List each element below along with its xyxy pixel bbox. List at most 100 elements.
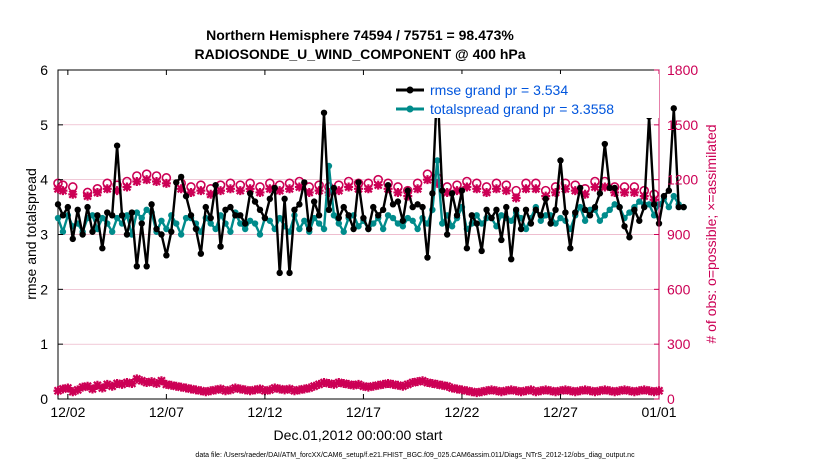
series-point-0-79 (443, 231, 451, 238)
obs-assimilated-point-95 (521, 386, 531, 396)
series-point-1-53 (315, 220, 323, 227)
series-point-0-95 (522, 206, 530, 214)
obs-assimilated-point-97 (531, 184, 541, 194)
obs-assimilated-point-31 (206, 189, 216, 199)
series-point-0-108 (586, 212, 594, 219)
obs-assimilated-point-87 (482, 187, 492, 197)
series-point-0-88 (488, 214, 495, 222)
series-point-0-17 (138, 220, 145, 227)
series-point-0-14 (123, 231, 131, 238)
obs-assimilated-point-67 (383, 378, 393, 388)
obs-assimilated-point-114 (615, 386, 625, 396)
obs-assimilated-point-6 (83, 191, 93, 201)
series-point-0-28 (192, 225, 200, 233)
series-point-1-49 (296, 225, 303, 233)
series-point-0-11 (108, 212, 116, 219)
series-point-0-0 (54, 201, 62, 208)
series-point-1-1 (59, 228, 67, 235)
obs-assimilated-point-30 (201, 387, 211, 397)
right-y-axis-label: # of obs: o=possible; ×=assimilated (703, 124, 719, 343)
series-point-0-101 (552, 206, 559, 214)
series-point-0-117 (631, 206, 638, 214)
obs-assimilated-point-0 (53, 184, 63, 194)
series-point-1-102 (557, 214, 564, 222)
chart-title-line2: RADIOSONDE_U_WIND_COMPONENT @ 400 hPa (194, 46, 525, 62)
obs-assimilated-point-12 (112, 186, 122, 196)
obs-assimilated-point-81 (452, 384, 462, 394)
series-point-0-48 (291, 206, 298, 214)
obs-assimilated-point-8 (92, 380, 102, 390)
series-point-0-8 (94, 212, 101, 219)
legend-rmse-label: rmse grand pr = 3.534 (430, 82, 568, 98)
series-point-1-110 (596, 217, 604, 224)
obs-assimilated-point-33 (216, 186, 226, 196)
obs-assimilated-point-32 (211, 385, 221, 395)
chart-title-line1: Northern Hemisphere 74594 / 75751 = 98.4… (206, 27, 514, 43)
series-point-1-14 (123, 212, 131, 219)
x-axis-ticks: 12/02 12/07 12/12 12/17 12/22 12/27 01/01 (50, 70, 677, 420)
obs-assimilated-point-109 (590, 182, 600, 192)
series-point-0-9 (99, 245, 106, 252)
series-point-1-11 (108, 228, 116, 235)
obs-assimilated-point-45 (275, 384, 285, 394)
series-point-1-116 (626, 209, 633, 216)
obs-assimilated-point-82 (457, 385, 467, 395)
series-point-0-126 (675, 203, 682, 211)
series-point-1-78 (439, 220, 446, 227)
series-point-1-71 (404, 214, 411, 222)
obs-assimilated-point-100 (546, 386, 556, 396)
series-point-1-21 (158, 217, 165, 224)
series-point-1-80 (448, 223, 456, 230)
obs-assimilated-point-97 (531, 387, 541, 397)
obs-assimilated-point-107 (580, 385, 590, 395)
obs-assimilated-point-59 (344, 182, 354, 192)
obs-assimilated-point-10 (102, 379, 112, 389)
series-point-0-36 (232, 212, 239, 219)
obs-assimilated-point-47 (285, 384, 295, 394)
obs-assimilated-point-83 (462, 182, 472, 192)
series-point-0-68 (389, 201, 397, 208)
obs-assimilated-point-78 (437, 380, 447, 390)
obs-assimilated-point-35 (225, 385, 235, 395)
series-point-0-59 (345, 212, 352, 219)
obs-assimilated-point-90 (496, 387, 506, 397)
obs-assimilated-point-11 (107, 381, 117, 391)
obs-assimilated-point-14 (122, 182, 132, 192)
series-point-0-15 (128, 209, 136, 216)
obs-assimilated-point-37 (235, 186, 245, 196)
obs-assimilated-point-29 (196, 186, 206, 196)
series-point-0-50 (301, 179, 308, 186)
obs-assimilated-point-43 (265, 184, 275, 194)
series-point-1-22 (163, 225, 170, 233)
left-y-tick-label-2: 2 (40, 281, 48, 297)
obs-assimilated-point-26 (181, 383, 191, 393)
series-point-1-41 (256, 231, 264, 238)
obs-assimilated-point-49 (294, 385, 304, 395)
series-point-0-19 (148, 201, 155, 208)
series-point-0-29 (197, 250, 205, 257)
obs-assimilated-point-47 (285, 184, 295, 194)
left-y-tick-label-3: 3 (40, 227, 48, 243)
series-point-1-112 (606, 206, 613, 214)
series-point-0-26 (182, 192, 190, 200)
series-point-0-27 (187, 212, 195, 219)
obs-assimilated-point-79 (442, 381, 452, 391)
series-point-0-5 (79, 231, 86, 238)
left-y-tick-label-4: 4 (40, 172, 48, 188)
obs-assimilated-point-1 (58, 384, 68, 394)
series-point-1-35 (227, 228, 234, 235)
series-point-0-73 (414, 201, 421, 208)
series-point-0-44 (271, 184, 278, 192)
obs-series-4 (53, 374, 664, 398)
series-point-1-66 (379, 225, 387, 233)
series-point-1-0 (54, 214, 62, 222)
series-point-0-62 (360, 214, 367, 222)
series-point-1-43 (266, 217, 274, 224)
series-point-0-46 (281, 195, 288, 203)
obs-assimilated-point-89 (491, 386, 501, 396)
series-point-0-107 (581, 206, 589, 214)
obs-assimilated-point-111 (600, 182, 610, 192)
obs-assimilated-point-65 (373, 180, 383, 190)
obs-assimilated-point-6 (83, 381, 93, 391)
series-point-0-96 (527, 220, 535, 227)
